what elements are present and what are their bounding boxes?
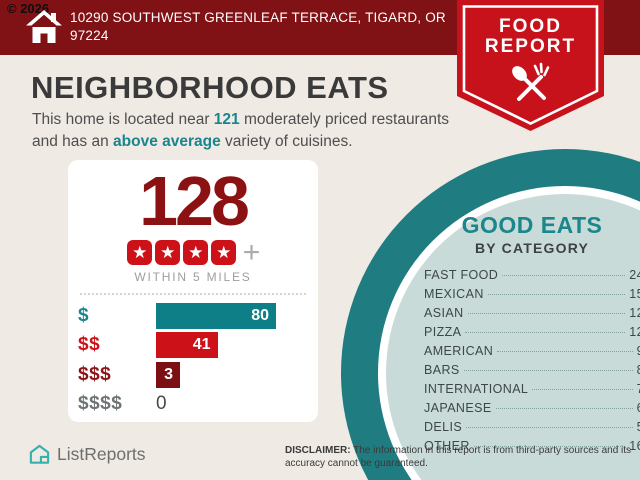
summary-sentence: This home is located near 121 moderately… xyxy=(32,109,472,152)
bar-value: 0 xyxy=(156,393,167,415)
subtitle-part2: moderately priced restaurants and has an xyxy=(32,111,450,150)
variety-highlight: above average xyxy=(113,132,221,150)
disclaimer-text: DISCLAIMER: The information in this repo… xyxy=(285,444,633,470)
dotted-leader xyxy=(497,351,633,352)
radius-label: WITHIN 5 MILES xyxy=(134,270,252,284)
category-label: INTERNATIONAL xyxy=(424,382,529,396)
category-row: JAPANESE 6 xyxy=(424,401,640,420)
bar-row: $$ 41 xyxy=(78,331,308,361)
category-label: ASIAN xyxy=(424,306,464,320)
restaurant-summary-card: 128 ★ ★ ★ ★ + WITHIN 5 MILES $80 $$ 41 $$$ 3 $$$… xyxy=(68,160,318,422)
subtitle-part3: variety of cuisines. xyxy=(220,132,353,150)
category-row: MEXICAN 15 xyxy=(424,287,640,306)
category-label: OTHER xyxy=(424,439,470,453)
category-label: FAST FOOD xyxy=(424,268,499,282)
category-value: 7 xyxy=(637,382,640,396)
category-row: PIZZA 12 xyxy=(424,325,640,344)
restaurant-count: 128 xyxy=(139,162,250,240)
price-tier-label: $$ xyxy=(78,334,101,356)
category-value: 16 xyxy=(629,439,640,453)
bar-row: $80 xyxy=(78,301,308,331)
star-icon: ★ xyxy=(127,239,153,265)
category-label: AMERICAN xyxy=(424,344,494,358)
price-tier-label: $$$$ xyxy=(78,393,123,415)
category-value: 8 xyxy=(637,363,640,377)
category-row: DELIS 5 xyxy=(424,420,640,439)
dotted-leader xyxy=(487,294,626,295)
plus-sign: + xyxy=(242,235,261,269)
category-label: BARS xyxy=(424,363,460,377)
badge-title-line2: REPORT xyxy=(484,36,577,57)
bar: 41 xyxy=(156,332,218,359)
star-icon: ★ xyxy=(155,239,181,265)
badge-ribbon-shape xyxy=(457,0,604,131)
listreports-brand: ListReports xyxy=(28,443,146,466)
subtitle-part1: This home is located near xyxy=(32,111,214,128)
category-label: DELIS xyxy=(424,420,463,434)
bar-value: 3 xyxy=(164,365,173,383)
listreports-house-icon xyxy=(29,444,50,464)
price-tier-bar-chart: $80 $$ 41 $$$ 3 $$$$ 0 xyxy=(78,301,308,419)
price-tier-label: $ xyxy=(78,304,90,326)
category-row: ASIAN 12 xyxy=(424,306,640,325)
dotted-leader xyxy=(465,332,626,333)
category-label: PIZZA xyxy=(424,325,462,339)
good-eats-subtitle: BY CATEGORY xyxy=(474,240,590,256)
category-row: BARS 8 xyxy=(424,363,640,382)
category-value: 5 xyxy=(637,420,640,434)
dotted-leader xyxy=(467,313,626,314)
category-label: MEXICAN xyxy=(424,287,484,301)
category-value: 9 xyxy=(637,344,640,358)
home-icon xyxy=(26,9,62,50)
address-line1: 10290 SOUTHWEST GREENLEAF TERRACE, TIGAR… xyxy=(70,10,446,25)
star-icon: ★ xyxy=(183,239,209,265)
category-row: FAST FOOD 24 xyxy=(424,268,640,287)
price-tier-label: $$$ xyxy=(78,363,112,385)
star-icon: ★ xyxy=(211,239,237,265)
badge-title-line1: FOOD xyxy=(499,16,562,37)
dotted-leader xyxy=(532,389,633,390)
good-eats-panel: GOOD EATS BY CATEGORY FAST FOOD 24 MEXICAN… xyxy=(416,212,640,458)
disclaimer-label: DISCLAIMER: xyxy=(285,445,351,456)
dotted-leader xyxy=(463,370,633,371)
star-icons: ★ ★ ★ ★ xyxy=(126,239,238,265)
good-eats-title: GOOD EATS xyxy=(461,212,603,238)
disclaimer-body: The information in this report is from t… xyxy=(285,445,632,469)
bar: 80 xyxy=(156,302,276,329)
dotted-leader xyxy=(466,427,633,428)
category-row: INTERNATIONAL 7 xyxy=(424,382,640,401)
bar-value: 41 xyxy=(192,336,211,354)
dotted-leader xyxy=(473,446,626,447)
address-line2: 97224 xyxy=(70,27,109,43)
category-value: 15 xyxy=(629,287,640,301)
bar-value: 80 xyxy=(251,306,269,324)
dotted-divider xyxy=(80,293,306,295)
category-value: 12 xyxy=(629,325,640,339)
dotted-leader xyxy=(495,408,633,409)
category-value: 6 xyxy=(637,401,640,415)
stars-row: ★ ★ ★ ★ + xyxy=(78,235,308,269)
category-row: OTHER 16 xyxy=(424,439,640,458)
copyright-text: © 2026 xyxy=(7,1,50,16)
brand-name: ListReports xyxy=(57,444,146,464)
category-value: 24 xyxy=(629,268,640,282)
bar-row: $$$$ 0 xyxy=(78,390,308,420)
food-report-badge: FOOD REPORT xyxy=(457,0,604,132)
category-list: FAST FOOD 24 MEXICAN 15 ASIAN 12 PIZZA 12 AMERIC… xyxy=(424,268,640,458)
category-value: 12 xyxy=(629,306,640,320)
property-address: 10290 SOUTHWEST GREENLEAF TERRACE, TIGAR… xyxy=(70,9,450,44)
category-label: JAPANESE xyxy=(424,401,492,415)
category-row: AMERICAN 9 xyxy=(424,344,640,363)
page-title: NEIGHBORHOOD EATS xyxy=(31,70,389,105)
dotted-leader xyxy=(502,275,626,276)
bar: 3 xyxy=(156,361,180,388)
restaurant-count-highlight: 121 xyxy=(213,111,240,128)
bar-row: $$$ 3 xyxy=(78,360,308,390)
